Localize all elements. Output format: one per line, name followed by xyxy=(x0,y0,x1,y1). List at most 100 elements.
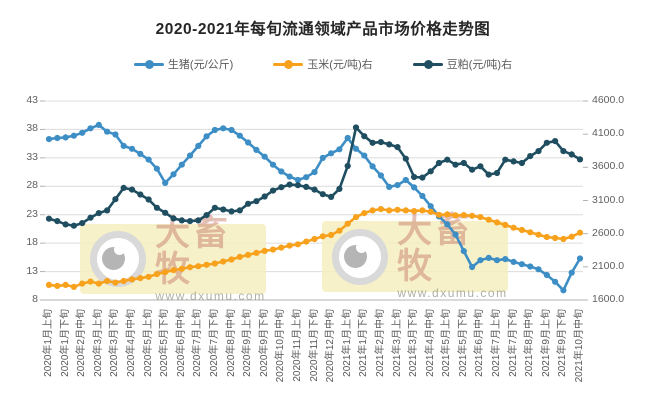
data-point-marker xyxy=(328,150,335,157)
data-point-marker xyxy=(328,193,335,200)
data-point-marker xyxy=(352,214,360,221)
legend-item-soybean-meal: 豆粕(元/吨)右 xyxy=(412,56,512,72)
data-point-marker xyxy=(527,229,534,236)
data-point-marker xyxy=(576,255,584,262)
data-point-marker xyxy=(394,144,401,151)
data-point-marker xyxy=(560,148,567,155)
right-axis-tick-label: 2600.0 xyxy=(592,226,625,239)
data-point-marker xyxy=(112,196,119,203)
data-point-marker xyxy=(319,154,326,161)
watermark-left: 大畜牧 www.dxumu.com xyxy=(80,215,266,303)
data-point-marker xyxy=(170,171,177,178)
data-point-marker xyxy=(552,138,559,145)
data-point-marker xyxy=(394,182,401,189)
legend-label-pig: 生猪(元/公斤) xyxy=(167,59,234,71)
data-point-marker xyxy=(527,153,534,160)
data-point-marker xyxy=(402,155,409,162)
data-point-marker xyxy=(294,182,301,189)
data-point-marker xyxy=(568,269,575,276)
data-point-marker xyxy=(95,121,102,128)
data-point-marker xyxy=(112,131,119,138)
data-point-marker xyxy=(377,206,384,213)
data-point-marker xyxy=(178,161,185,168)
data-point-marker xyxy=(419,192,426,200)
watermark-url: www.dxumu.com xyxy=(397,286,508,300)
data-point-marker xyxy=(311,235,318,243)
data-point-marker xyxy=(62,221,69,228)
data-point-marker xyxy=(195,142,202,149)
data-point-marker xyxy=(303,183,310,190)
data-point-marker xyxy=(70,132,77,139)
data-point-marker xyxy=(543,139,550,146)
data-point-marker xyxy=(62,134,69,141)
left-axis-tick-label: 23 xyxy=(26,207,38,220)
data-point-marker xyxy=(253,198,260,205)
right-axis-tick-label: 3100.0 xyxy=(592,193,625,206)
data-point-marker xyxy=(576,229,584,236)
data-point-marker xyxy=(535,266,542,273)
data-point-marker xyxy=(87,214,94,221)
watermark-eye-icon xyxy=(90,231,146,287)
data-point-marker xyxy=(344,162,351,170)
right-axis-tick-label: 4600.0 xyxy=(592,94,625,106)
data-point-marker xyxy=(278,244,285,251)
legend: 生猪(元/公斤) 玉米(元/吨)右 豆粕(元/吨)右 xyxy=(0,56,646,72)
data-point-marker xyxy=(560,235,567,243)
right-axis-tick-label: 3600.0 xyxy=(592,160,625,173)
data-point-marker xyxy=(45,215,53,222)
data-point-marker xyxy=(286,173,293,180)
data-point-marker xyxy=(543,271,550,279)
data-point-marker xyxy=(261,193,268,200)
corn-line-marker-icon xyxy=(273,59,304,69)
data-point-marker xyxy=(411,173,418,181)
data-point-marker xyxy=(552,234,559,242)
data-point-marker xyxy=(386,141,393,148)
data-point-marker xyxy=(261,153,268,160)
data-point-marker xyxy=(253,146,260,153)
legend-item-corn: 玉米(元/吨)右 xyxy=(273,56,373,72)
series-line-2 xyxy=(47,126,582,227)
data-point-marker xyxy=(269,161,277,168)
data-point-marker xyxy=(460,159,467,167)
data-point-marker xyxy=(62,281,69,288)
data-point-marker xyxy=(128,145,136,152)
data-point-marker xyxy=(336,185,343,192)
left-axis-tick-label: 28 xyxy=(26,179,38,192)
data-point-marker xyxy=(245,200,252,207)
data-point-marker xyxy=(377,139,384,146)
data-point-marker xyxy=(104,128,111,135)
data-point-marker xyxy=(54,134,61,142)
data-point-marker xyxy=(361,152,368,159)
watermark-eye-icon xyxy=(332,228,388,285)
left-axis-tick-label: 43 xyxy=(26,94,38,106)
watermark-brand: 大畜牧 xyxy=(155,213,232,289)
data-point-marker xyxy=(269,187,277,194)
data-point-marker xyxy=(162,179,169,186)
data-point-marker xyxy=(120,142,127,149)
soybean-meal-line-marker-icon xyxy=(412,59,443,69)
data-point-marker xyxy=(452,161,459,168)
data-point-marker xyxy=(518,226,526,234)
data-point-marker xyxy=(419,174,426,181)
watermark-right: 大畜牧 www.dxumu.com xyxy=(322,213,508,300)
data-point-marker xyxy=(469,166,476,173)
data-point-marker xyxy=(527,263,534,270)
right-axis-tick-label: 4100.0 xyxy=(592,127,625,140)
chart-title: 2020-2021年每旬流通领域产品市场价格走势图 xyxy=(155,21,491,38)
data-point-marker xyxy=(361,133,368,140)
data-point-marker xyxy=(70,222,77,229)
data-point-marker xyxy=(95,210,102,217)
data-point-marker xyxy=(54,282,61,289)
data-point-marker xyxy=(568,233,575,240)
data-point-marker xyxy=(228,126,235,134)
data-point-marker xyxy=(369,207,376,214)
data-point-marker xyxy=(211,126,218,134)
left-axis-tick-label: 8 xyxy=(32,293,38,305)
data-point-marker xyxy=(70,283,77,290)
watermark-brand: 大畜牧 xyxy=(397,211,474,286)
data-point-marker xyxy=(186,152,194,159)
data-point-marker xyxy=(568,151,575,158)
data-point-marker xyxy=(45,281,53,288)
data-point-marker xyxy=(79,129,86,136)
